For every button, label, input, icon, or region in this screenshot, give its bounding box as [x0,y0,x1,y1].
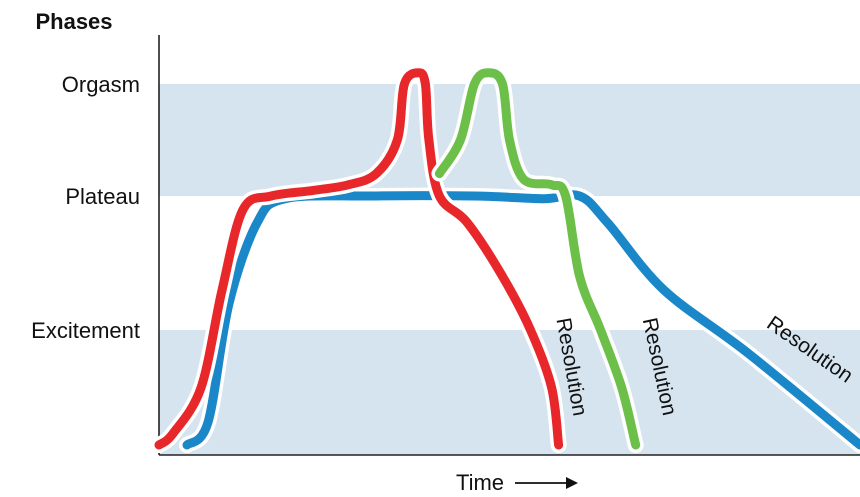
series-2-line [182,190,860,450]
chart-title: Phases [35,9,112,34]
y-tick-labels: Excitement Plateau Orgasm [31,72,140,343]
y-tick-orgasm: Orgasm [62,72,140,97]
series-1-line [434,68,641,450]
y-tick-plateau: Plateau [65,184,140,209]
series-2 [179,186,860,453]
phase-curves [151,64,860,453]
x-axis-arrow [515,477,578,489]
y-tick-excitement: Excitement [31,318,140,343]
series-0-line [154,68,564,450]
series-0 [151,64,567,453]
x-axis-label: Time [456,470,504,495]
series-1 [431,64,644,453]
